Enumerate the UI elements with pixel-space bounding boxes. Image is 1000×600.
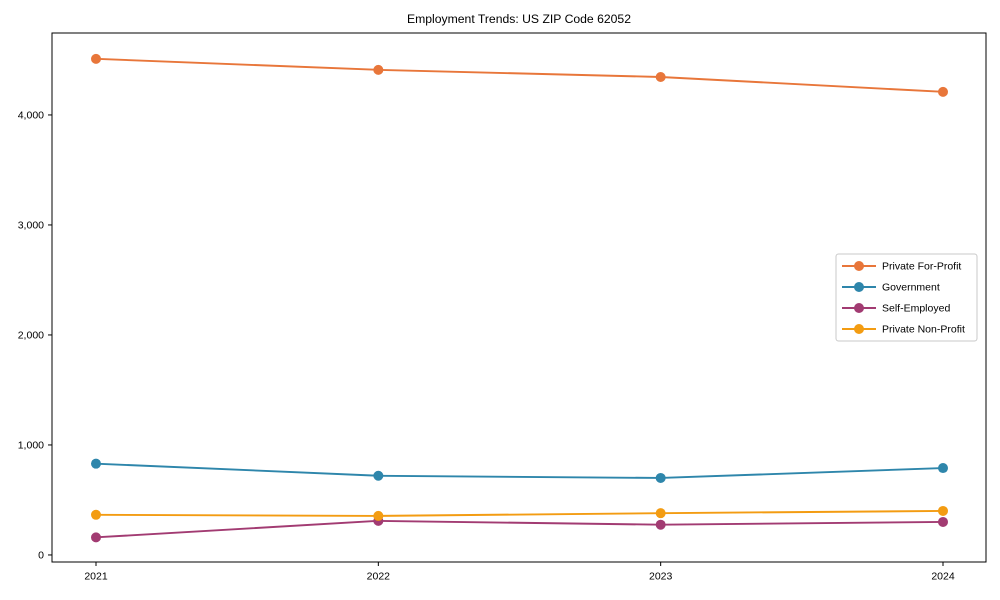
series-line-private-for-profit (95, 57, 944, 93)
series-line-government (95, 462, 944, 479)
x-axis: 2021 2022 2023 2024 (84, 562, 955, 583)
x-tick-label: 2021 (84, 571, 108, 583)
data-point-private-non-profit-2021 (91, 509, 101, 520)
plot-frame (51, 32, 987, 563)
legend-marker (854, 282, 864, 292)
legend-marker (854, 324, 864, 334)
series-line-self-employed (95, 519, 944, 539)
data-point-government-2021 (91, 458, 101, 469)
y-tick-label: 2,000 (18, 330, 44, 342)
series-private-for-profit (91, 53, 948, 97)
legend-item-private-for-profit: Private For-Profit (842, 261, 961, 273)
plot-border (51, 32, 987, 563)
legend-item-government: Government (842, 282, 940, 294)
x-tick-label: 2022 (367, 571, 391, 583)
y-tick-label: 0 (38, 550, 44, 562)
series-private-non-profit (91, 505, 948, 521)
data-point-government-2024 (938, 463, 948, 474)
legend-marker (854, 303, 864, 313)
data-point-private-non-profit-2023 (655, 508, 666, 519)
y-tick-label: 4,000 (18, 110, 44, 122)
data-point-private-for-profit-2023 (655, 72, 666, 83)
data-point-government-2022 (373, 470, 384, 481)
legend-box (835, 253, 978, 342)
y-tick-label: 1,000 (18, 440, 44, 452)
x-tick-label: 2024 (931, 571, 955, 583)
legend-item-private-non-profit: Private Non-Profit (842, 324, 965, 336)
legend-label: Private For-Profit (882, 261, 961, 273)
y-tick-label: 3,000 (18, 220, 44, 232)
legend-label: Self-Employed (882, 303, 950, 315)
x-tick-label: 2023 (649, 571, 673, 583)
legend-item-self-employed: Self-Employed (842, 303, 950, 315)
y-axis: 0 1,000 2,000 3,000 4,000 (18, 110, 52, 562)
data-point-self-employed-2024 (938, 516, 948, 527)
legend-label: Private Non-Profit (882, 324, 965, 336)
chart-title: Employment Trends: US ZIP Code 62052 (407, 12, 631, 26)
legend-marker (854, 261, 864, 271)
data-point-private-for-profit-2021 (91, 53, 101, 64)
data-point-private-for-profit-2024 (938, 86, 948, 97)
series-self-employed (91, 515, 948, 543)
legend: Private For-Profit Government Self-Employe… (835, 253, 978, 342)
data-point-government-2023 (655, 472, 666, 483)
data-point-self-employed-2023 (655, 519, 666, 530)
data-point-self-employed-2021 (91, 532, 101, 543)
series-government (91, 458, 948, 483)
series-line-private-non-profit (95, 510, 944, 517)
data-point-private-non-profit-2022 (373, 510, 384, 521)
data-point-private-for-profit-2022 (373, 64, 384, 75)
data-point-private-non-profit-2024 (938, 505, 948, 516)
legend-label: Government (882, 282, 940, 294)
series-layer (91, 53, 948, 543)
